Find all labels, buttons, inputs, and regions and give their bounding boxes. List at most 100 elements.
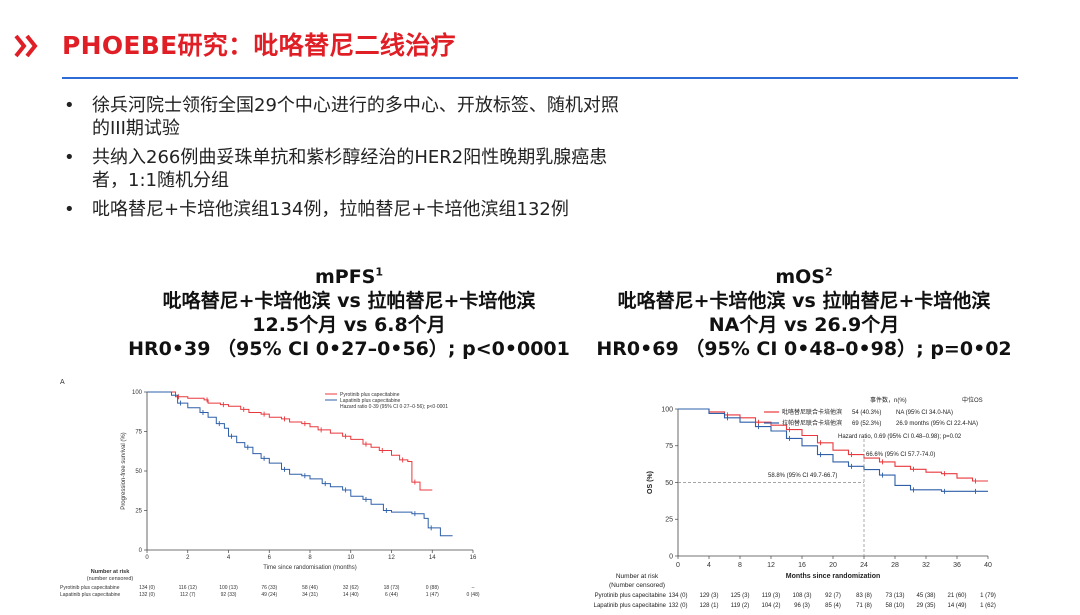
bullet-item: • 徐兵河院士领衔全国29个中心进行的多中心、开放标签、随机对照的III期试验	[64, 95, 619, 139]
risk-cell: 92 (7)	[825, 593, 841, 599]
risk-cell: 108 (3)	[792, 593, 811, 599]
hazard-ratio-note: Hazard ratio 0·39 (95% CI 0·27–0·56); p<…	[340, 404, 448, 410]
risk-cell: 134 (0)	[139, 585, 155, 591]
risk-cell: 104 (2)	[761, 603, 780, 609]
legend-label: Lapatinib plus capecitabine	[340, 398, 401, 404]
chevron-right-icon	[14, 34, 38, 58]
bullet-item: • 吡咯替尼+卡培他滨组134例，拉帕替尼+卡培他滨组132例	[64, 199, 569, 220]
risk-table-header: Number at risk	[616, 573, 659, 580]
risk-cell: 119 (2)	[731, 603, 750, 609]
x-tick-label: 0	[676, 562, 680, 569]
x-tick-label: 12	[388, 555, 395, 561]
hazard-ratio-note: Hazard ratio, 0.69 (95% CI 0.48–0.98); p…	[838, 434, 962, 440]
mos-value: NA个月 vs 26.9个月	[708, 314, 900, 336]
risk-cell: 119 (3)	[762, 593, 781, 599]
risk-cell: 132 (0)	[139, 592, 155, 598]
km-curve-1	[678, 408, 988, 482]
panel-label: A	[60, 379, 65, 386]
bullet-text: 共纳入266例曲妥珠单抗和紫杉醇经治的HER2阳性晚期乳腺癌患者，1:1随机分组	[92, 147, 608, 191]
x-tick-label: 28	[891, 562, 899, 569]
x-tick-label: 32	[922, 562, 930, 569]
y-axis-title: Progression-free survival (%)	[121, 432, 127, 509]
bullet-list: • 徐兵河院士领衔全国29个中心进行的多中心、开放标签、随机对照的III期试验 •…	[64, 94, 624, 227]
y-tick-label: 75	[135, 430, 142, 436]
risk-cell: 132 (0)	[668, 603, 687, 609]
x-tick-label: 8	[738, 562, 742, 569]
km-curve-2	[678, 408, 988, 492]
risk-table-header: Number at risk	[91, 569, 130, 575]
risk-row-name: Lapatinib plus capecitabine	[594, 603, 667, 609]
legend-events: 54 (40.3%)	[852, 410, 881, 416]
risk-table-subheader: (Number censored)	[609, 582, 665, 589]
legend-events: 69 (52.3%)	[852, 421, 881, 427]
y-tick-label: 50	[135, 469, 142, 475]
mpfs-value: 12.5个月 vs 6.8个月	[252, 314, 446, 336]
risk-cell: 45 (38)	[916, 593, 935, 599]
x-tick-label: 12	[767, 562, 775, 569]
y-tick-label: 100	[132, 390, 143, 396]
risk-cell: 18 (73)	[384, 585, 400, 591]
mos-summary: mOS2 吡咯替尼+卡培他滨 vs 拉帕替尼+卡培他滨 NA个月 vs 26.9…	[578, 265, 1030, 361]
risk-cell: 1 (62)	[980, 603, 996, 609]
risk-cell: 0 (88)	[426, 585, 439, 591]
risk-cell: 128 (1)	[699, 603, 718, 609]
y-tick-label: 0	[139, 548, 143, 554]
risk-cell: 134 (0)	[668, 593, 687, 599]
risk-cell: 34 (31)	[302, 592, 318, 598]
risk-cell: 58 (46)	[302, 585, 318, 591]
x-tick-label: 2	[186, 555, 190, 561]
risk-cell: 49 (24)	[261, 592, 277, 598]
x-tick-label: 0	[145, 555, 149, 561]
risk-cell: –	[472, 585, 475, 591]
legend-label: 拉帕替尼联合卡培他滨	[782, 419, 842, 427]
legend-label: Pyrotinib plus capecitabine	[340, 392, 400, 398]
risk-cell: 14 (40)	[343, 592, 359, 598]
legend-label: 吡咯替尼联合卡培他滨	[782, 408, 842, 416]
bullet-item: • 共纳入266例曲妥珠单抗和紫杉醇经治的HER2阳性晚期乳腺癌患者，1:1随机分…	[64, 147, 608, 191]
risk-cell: 100 (13)	[219, 585, 238, 591]
risk-row-name: Pyrotinib plus capecitabine	[60, 585, 120, 591]
mpfs-compare: 吡咯替尼+卡培他滨 vs 拉帕替尼+卡培他滨	[162, 290, 536, 312]
title-divider	[62, 77, 1018, 79]
pfs-km-chart: 0 2 4 6 8 10 12 14 16 0 25 50 75 100 A Time since rando…	[60, 379, 480, 598]
x-tick-label: 14	[429, 555, 436, 561]
risk-cell: 0 (48)	[466, 592, 479, 598]
risk-row-name: Lapatinib plus capecitabine	[60, 592, 121, 598]
bullet-text: 徐兵河院士领衔全国29个中心进行的多中心、开放标签、随机对照的III期试验	[92, 95, 619, 139]
risk-table-subheader: (number censored)	[87, 576, 134, 582]
x-tick-label: 24	[860, 562, 868, 569]
legend-median: 26.9 months (95% CI 22.4-NA)	[896, 421, 978, 427]
km-curve-2	[147, 391, 453, 537]
risk-cell: 71 (8)	[856, 603, 872, 609]
risk-cell: 14 (49)	[947, 603, 966, 609]
x-tick-label: 10	[347, 555, 354, 561]
x-tick-label: 4	[227, 555, 231, 561]
legend-header-events: 事件数，n(%)	[870, 396, 907, 404]
mpfs-label: mPFS	[314, 266, 376, 288]
y-tick-label: 25	[665, 517, 673, 524]
page-title: PHOEBE研究：吡咯替尼二线治疗	[62, 31, 456, 60]
x-tick-label: 8	[308, 555, 312, 561]
y-tick-label: 50	[665, 480, 673, 487]
risk-cell: 29 (35)	[916, 603, 935, 609]
x-tick-label: 20	[829, 562, 837, 569]
lapatinib-24m-os-note: 58.8% (95% CI 49.7-66.7)	[768, 473, 837, 479]
km-curve-1	[147, 391, 433, 491]
risk-cell: 21 (60)	[947, 593, 966, 599]
risk-cell: 92 (33)	[221, 592, 237, 598]
x-tick-label: 6	[268, 555, 272, 561]
risk-cell: 1 (79)	[980, 593, 996, 599]
x-axis-title: Months since randomization	[786, 573, 881, 580]
risk-cell: 85 (4)	[825, 603, 841, 609]
mos-ref: 2	[824, 265, 833, 279]
risk-cell: 1 (47)	[426, 592, 439, 598]
legend-median: NA (95% CI 34.0-NA)	[896, 410, 953, 416]
y-axis-title: OS (%)	[647, 471, 654, 494]
x-axis-title: Time since randomisation (months)	[263, 565, 356, 571]
risk-cell: 116 (12)	[179, 585, 198, 591]
x-tick-label: 4	[707, 562, 711, 569]
x-tick-label: 40	[984, 562, 992, 569]
x-tick-label: 36	[953, 562, 961, 569]
mos-label: mOS	[775, 266, 825, 288]
risk-cell: 96 (3)	[794, 603, 810, 609]
